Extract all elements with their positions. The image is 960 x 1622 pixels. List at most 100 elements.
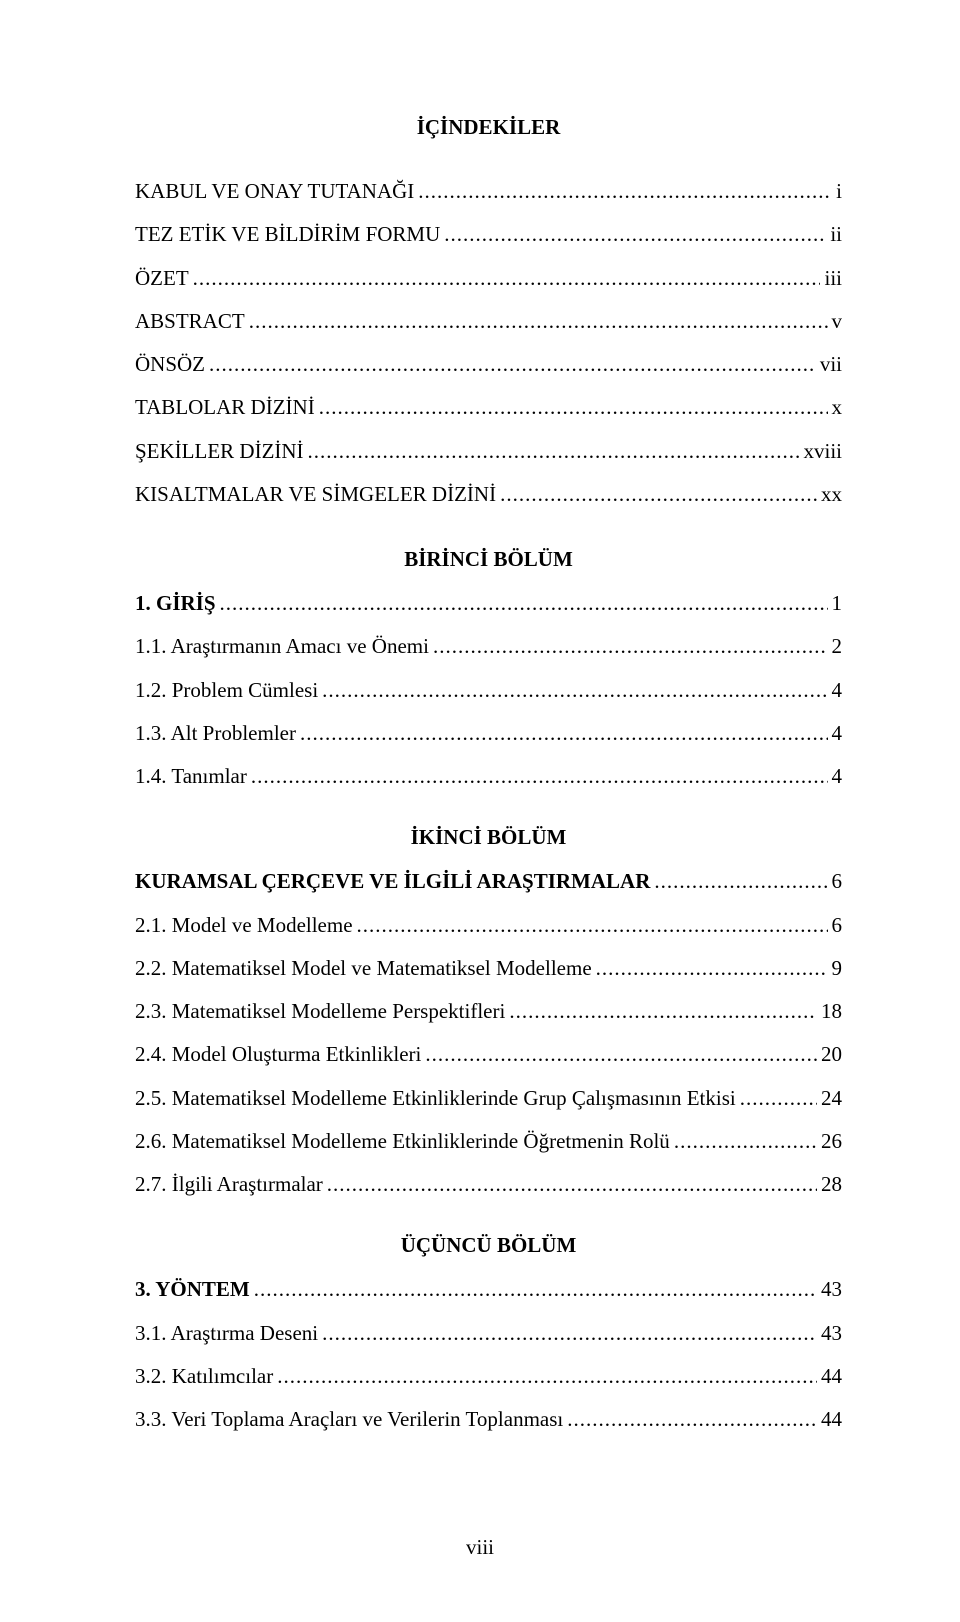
toc-page: 1 bbox=[828, 590, 843, 616]
toc-entry: 3.2. Katılımcılar ......................… bbox=[135, 1363, 842, 1389]
toc-label: 2.3. Matematiksel Modelleme Perspektifle… bbox=[135, 998, 505, 1024]
toc-page: xx bbox=[817, 481, 842, 507]
toc-entry: 2.7. İlgili Araştırmalar ...............… bbox=[135, 1171, 842, 1197]
toc-leader: ........................................… bbox=[592, 955, 828, 981]
toc-leader: ........................................… bbox=[315, 394, 828, 420]
toc-page: ii bbox=[826, 221, 842, 247]
toc-page: 2 bbox=[828, 633, 843, 659]
page-title: İÇİNDEKİLER bbox=[135, 115, 842, 140]
toc-entry: ABSTRACT ...............................… bbox=[135, 308, 842, 334]
toc-page: 9 bbox=[828, 955, 843, 981]
toc-page: 4 bbox=[828, 720, 843, 746]
toc-page: 44 bbox=[817, 1406, 842, 1432]
toc-entry: 3. YÖNTEM ..............................… bbox=[135, 1276, 842, 1302]
toc-page: 43 bbox=[817, 1320, 842, 1346]
toc-label: 2.1. Model ve Modelleme bbox=[135, 912, 353, 938]
toc-leader: ........................................… bbox=[440, 221, 826, 247]
toc-page: 43 bbox=[817, 1276, 842, 1302]
toc-label: 1.4. Tanımlar bbox=[135, 763, 247, 789]
toc-label: 2.2. Matematiksel Model ve Matematiksel … bbox=[135, 955, 592, 981]
toc-label: 3.2. Katılımcılar bbox=[135, 1363, 273, 1389]
toc-leader: ........................................… bbox=[273, 1363, 817, 1389]
toc-leader: ........................................… bbox=[245, 308, 828, 334]
toc-entry: 1.4. Tanımlar ..........................… bbox=[135, 763, 842, 789]
toc-label: 3.3. Veri Toplama Araçları ve Verilerin … bbox=[135, 1406, 563, 1432]
toc-leader: ........................................… bbox=[353, 912, 828, 938]
toc-page: 4 bbox=[828, 763, 843, 789]
toc-entry: 2.4. Model Oluşturma Etkinlikleri ......… bbox=[135, 1041, 842, 1067]
section-heading: BİRİNCİ BÖLÜM bbox=[135, 547, 842, 572]
toc-label: ÖZET bbox=[135, 265, 189, 291]
toc-label: 2.5. Matematiksel Modelleme Etkinlikleri… bbox=[135, 1085, 736, 1111]
toc-page: 28 bbox=[817, 1171, 842, 1197]
toc-entry: ÖNSÖZ ..................................… bbox=[135, 351, 842, 377]
toc-leader: ........................................… bbox=[650, 868, 827, 894]
toc-page: 20 bbox=[817, 1041, 842, 1067]
toc-label: 1.1. Araştırmanın Amacı ve Önemi bbox=[135, 633, 429, 659]
toc-entry: 1.2. Problem Cümlesi ...................… bbox=[135, 677, 842, 703]
toc-entry: 2.2. Matematiksel Model ve Matematiksel … bbox=[135, 955, 842, 981]
toc-leader: ........................................… bbox=[247, 763, 828, 789]
toc-entry: 1.3. Alt Problemler ....................… bbox=[135, 720, 842, 746]
toc-label: ABSTRACT bbox=[135, 308, 245, 334]
toc-leader: ........................................… bbox=[296, 720, 828, 746]
toc-leader: ........................................… bbox=[496, 481, 817, 507]
toc-entry: TABLOLAR DİZİNİ ........................… bbox=[135, 394, 842, 420]
toc-label: 1.2. Problem Cümlesi bbox=[135, 677, 318, 703]
toc-label: 3.1. Araştırma Deseni bbox=[135, 1320, 318, 1346]
toc-entry: KISALTMALAR VE SİMGELER DİZİNİ .........… bbox=[135, 481, 842, 507]
toc-entry: 2.5. Matematiksel Modelleme Etkinlikleri… bbox=[135, 1085, 842, 1111]
toc-leader: ........................................… bbox=[318, 1320, 817, 1346]
toc-label: TABLOLAR DİZİNİ bbox=[135, 394, 315, 420]
toc-label: TEZ ETİK VE BİLDİRİM FORMU bbox=[135, 221, 440, 247]
toc-leader: ........................................… bbox=[205, 351, 816, 377]
toc-leader: ........................................… bbox=[421, 1041, 817, 1067]
toc-entry: 1. GİRİŞ ...............................… bbox=[135, 590, 842, 616]
toc-page: 24 bbox=[817, 1085, 842, 1111]
toc-page: 4 bbox=[828, 677, 843, 703]
toc-page: 26 bbox=[817, 1128, 842, 1154]
toc-page: x bbox=[828, 394, 843, 420]
toc-entry: 2.1. Model ve Modelleme ................… bbox=[135, 912, 842, 938]
toc-label: 2.6. Matematiksel Modelleme Etkinlikleri… bbox=[135, 1128, 670, 1154]
toc-entry: 2.3. Matematiksel Modelleme Perspektifle… bbox=[135, 998, 842, 1024]
toc-label: ŞEKİLLER DİZİNİ bbox=[135, 438, 304, 464]
toc-leader: ........................................… bbox=[250, 1276, 817, 1302]
section-heading: ÜÇÜNCÜ BÖLÜM bbox=[135, 1233, 842, 1258]
toc-page: v bbox=[828, 308, 843, 334]
toc-entry: TEZ ETİK VE BİLDİRİM FORMU .............… bbox=[135, 221, 842, 247]
page-number: viii bbox=[0, 1535, 960, 1560]
toc-leader: ........................................… bbox=[189, 265, 821, 291]
toc-entry: 2.6. Matematiksel Modelleme Etkinlikleri… bbox=[135, 1128, 842, 1154]
toc-label: KURAMSAL ÇERÇEVE VE İLGİLİ ARAŞTIRMALAR bbox=[135, 868, 650, 894]
toc-label: KABUL VE ONAY TUTANAĞI bbox=[135, 178, 414, 204]
toc-entry: 3.3. Veri Toplama Araçları ve Verilerin … bbox=[135, 1406, 842, 1432]
toc-label: 1. GİRİŞ bbox=[135, 590, 216, 616]
section-heading: İKİNCİ BÖLÜM bbox=[135, 825, 842, 850]
toc-page: i bbox=[832, 178, 842, 204]
toc-label: KISALTMALAR VE SİMGELER DİZİNİ bbox=[135, 481, 496, 507]
toc-page: 6 bbox=[828, 868, 843, 894]
toc-page: iii bbox=[820, 265, 842, 291]
toc-entry: KABUL VE ONAY TUTANAĞI .................… bbox=[135, 178, 842, 204]
toc-page: 44 bbox=[817, 1363, 842, 1389]
toc-leader: ........................................… bbox=[304, 438, 800, 464]
toc-leader: ........................................… bbox=[318, 677, 827, 703]
toc-entry: KURAMSAL ÇERÇEVE VE İLGİLİ ARAŞTIRMALAR … bbox=[135, 868, 842, 894]
toc-label: ÖNSÖZ bbox=[135, 351, 205, 377]
toc-page: vii bbox=[816, 351, 842, 377]
toc-page: xviii bbox=[799, 438, 842, 464]
toc-leader: ........................................… bbox=[505, 998, 817, 1024]
toc-leader: ........................................… bbox=[670, 1128, 817, 1154]
toc-leader: ........................................… bbox=[736, 1085, 817, 1111]
toc-leader: ........................................… bbox=[414, 178, 832, 204]
toc-page: 6 bbox=[828, 912, 843, 938]
toc-label: 1.3. Alt Problemler bbox=[135, 720, 296, 746]
toc-leader: ........................................… bbox=[429, 633, 828, 659]
toc-label: 2.4. Model Oluşturma Etkinlikleri bbox=[135, 1041, 421, 1067]
toc-leader: ........................................… bbox=[216, 590, 828, 616]
toc-page: 18 bbox=[817, 998, 842, 1024]
toc-entry: ÖZET ...................................… bbox=[135, 265, 842, 291]
toc-label: 3. YÖNTEM bbox=[135, 1276, 250, 1302]
toc-entry: 3.1. Araştırma Deseni ..................… bbox=[135, 1320, 842, 1346]
